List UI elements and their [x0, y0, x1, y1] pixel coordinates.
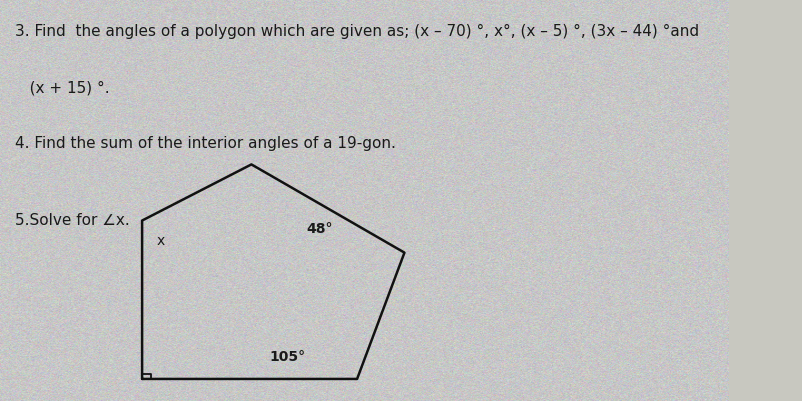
Text: 105°: 105° [269, 350, 306, 364]
Text: 48°: 48° [306, 222, 332, 235]
Text: 4. Find the sum of the interior angles of a 19-gon.: 4. Find the sum of the interior angles o… [14, 136, 395, 151]
Text: (x + 15) °.: (x + 15) °. [14, 80, 109, 95]
Text: 3. Find  the angles of a polygon which are given as; (x – 70) °, x°, (x – 5) °, : 3. Find the angles of a polygon which ar… [14, 24, 698, 39]
Text: x: x [156, 234, 164, 247]
Text: 5.Solve for ∠x.: 5.Solve for ∠x. [14, 213, 129, 227]
